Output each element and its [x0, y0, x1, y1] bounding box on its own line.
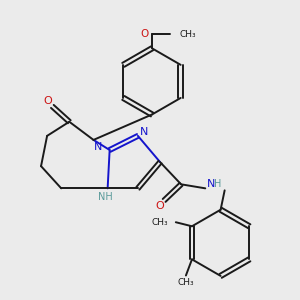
- Text: CH₃: CH₃: [179, 30, 196, 39]
- Text: CH₃: CH₃: [151, 218, 168, 227]
- Text: NH: NH: [98, 192, 113, 202]
- Text: N: N: [140, 127, 148, 137]
- Text: O: O: [156, 201, 164, 211]
- Text: CH₃: CH₃: [178, 278, 194, 287]
- Text: O: O: [43, 96, 52, 106]
- Text: N: N: [94, 142, 102, 152]
- Text: H: H: [214, 179, 221, 189]
- Text: O: O: [140, 29, 149, 39]
- Text: N: N: [207, 179, 216, 189]
